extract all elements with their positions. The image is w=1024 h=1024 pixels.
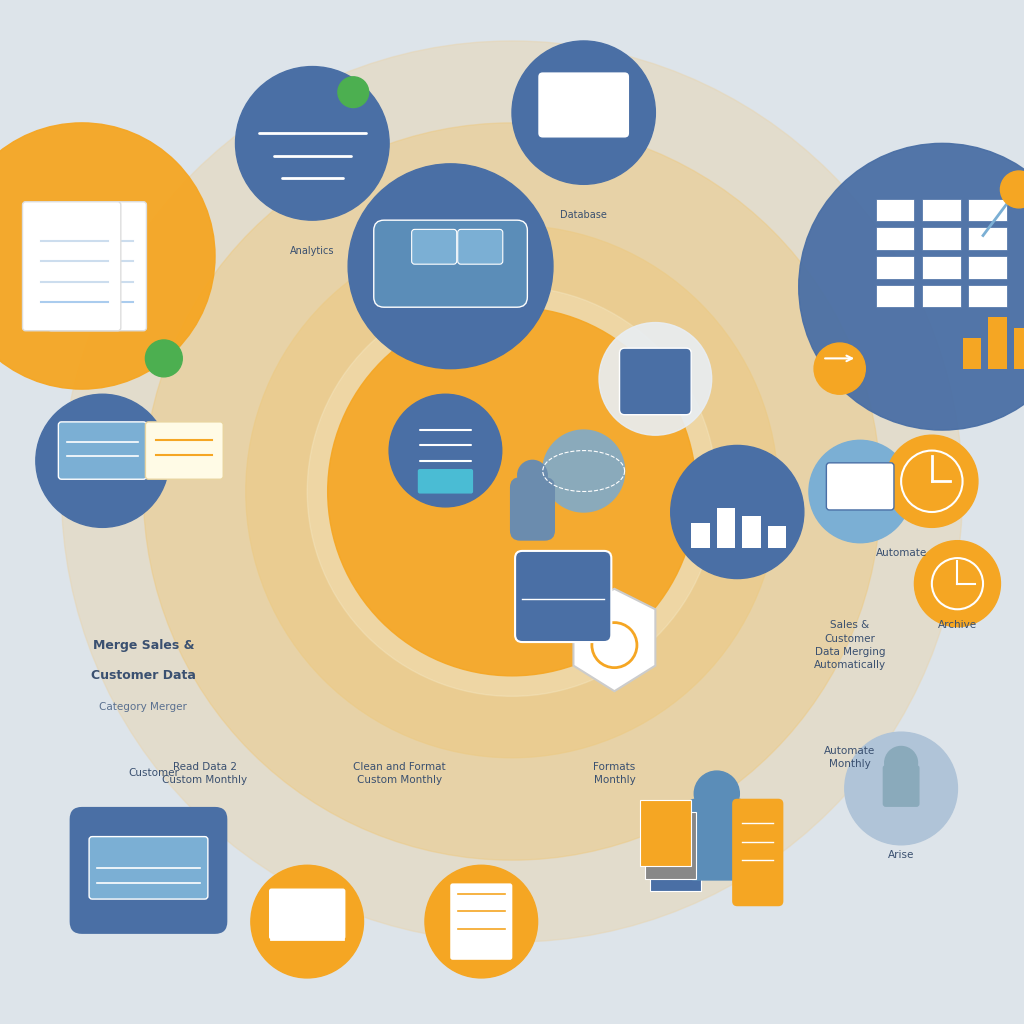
Text: Arise: Arise [888,850,914,860]
Circle shape [61,41,963,942]
Circle shape [518,461,547,489]
Circle shape [885,746,918,779]
Circle shape [328,307,696,676]
FancyBboxPatch shape [876,199,914,221]
Text: Analytics: Analytics [290,246,335,256]
FancyBboxPatch shape [876,256,914,279]
FancyBboxPatch shape [826,463,894,510]
FancyBboxPatch shape [922,227,961,250]
Text: Clean and Format
Custom Monthly: Clean and Format Custom Monthly [353,762,445,784]
FancyBboxPatch shape [268,888,346,940]
Circle shape [145,340,182,377]
FancyBboxPatch shape [689,799,744,881]
Circle shape [914,541,1000,627]
FancyBboxPatch shape [876,227,914,250]
Circle shape [246,225,778,758]
Circle shape [845,732,957,845]
Circle shape [671,445,804,579]
FancyBboxPatch shape [691,522,710,548]
FancyBboxPatch shape [650,824,701,891]
Circle shape [694,771,739,816]
FancyBboxPatch shape [58,422,146,479]
FancyBboxPatch shape [70,807,227,934]
Circle shape [886,435,978,527]
FancyBboxPatch shape [768,526,786,548]
Text: Sales &
Customer
Data Merging
Automatically: Sales & Customer Data Merging Automatica… [814,621,886,670]
FancyBboxPatch shape [922,285,961,307]
FancyBboxPatch shape [510,477,555,541]
Text: Automate: Automate [876,548,927,558]
FancyBboxPatch shape [640,800,691,866]
FancyBboxPatch shape [374,220,527,307]
Text: Customer: Customer [128,768,179,778]
FancyBboxPatch shape [23,202,121,331]
Circle shape [307,287,717,696]
Circle shape [814,343,865,394]
FancyBboxPatch shape [418,469,473,494]
FancyBboxPatch shape [968,199,1007,221]
FancyBboxPatch shape [145,422,223,479]
FancyBboxPatch shape [89,837,208,899]
FancyBboxPatch shape [968,285,1007,307]
FancyBboxPatch shape [538,72,630,138]
Circle shape [36,394,169,527]
FancyBboxPatch shape [876,285,914,307]
Circle shape [236,67,389,220]
FancyBboxPatch shape [922,256,961,279]
Circle shape [425,865,538,978]
FancyBboxPatch shape [922,199,961,221]
FancyBboxPatch shape [450,883,513,961]
FancyBboxPatch shape [968,256,1007,279]
FancyBboxPatch shape [620,348,691,415]
Text: Category Merger: Category Merger [99,701,187,712]
FancyBboxPatch shape [883,765,920,807]
Circle shape [512,41,655,184]
FancyBboxPatch shape [717,509,735,548]
Circle shape [338,77,369,108]
Circle shape [1000,171,1024,208]
Circle shape [348,164,553,369]
FancyBboxPatch shape [515,551,611,642]
FancyBboxPatch shape [48,202,146,331]
FancyBboxPatch shape [412,229,457,264]
FancyBboxPatch shape [988,317,1007,369]
FancyBboxPatch shape [968,227,1007,250]
FancyBboxPatch shape [963,338,981,369]
Circle shape [799,143,1024,430]
FancyBboxPatch shape [742,516,761,548]
FancyBboxPatch shape [732,799,783,906]
Text: Merge Sales &: Merge Sales & [92,639,195,651]
FancyBboxPatch shape [458,229,503,264]
Text: Automate
Monthly: Automate Monthly [824,746,876,769]
Circle shape [809,440,911,543]
Circle shape [543,430,625,512]
FancyBboxPatch shape [1014,328,1024,369]
Text: Database: Database [560,210,607,220]
Circle shape [599,323,712,435]
Circle shape [389,394,502,507]
Circle shape [251,865,364,978]
Circle shape [143,123,881,860]
Text: Archive: Archive [938,620,977,630]
Text: Customer Data: Customer Data [91,670,196,682]
FancyBboxPatch shape [645,812,696,879]
Text: Formats
Monthly: Formats Monthly [593,762,636,784]
Circle shape [0,123,215,389]
Text: Read Data 2
Custom Monthly: Read Data 2 Custom Monthly [162,762,248,784]
Polygon shape [573,589,655,691]
